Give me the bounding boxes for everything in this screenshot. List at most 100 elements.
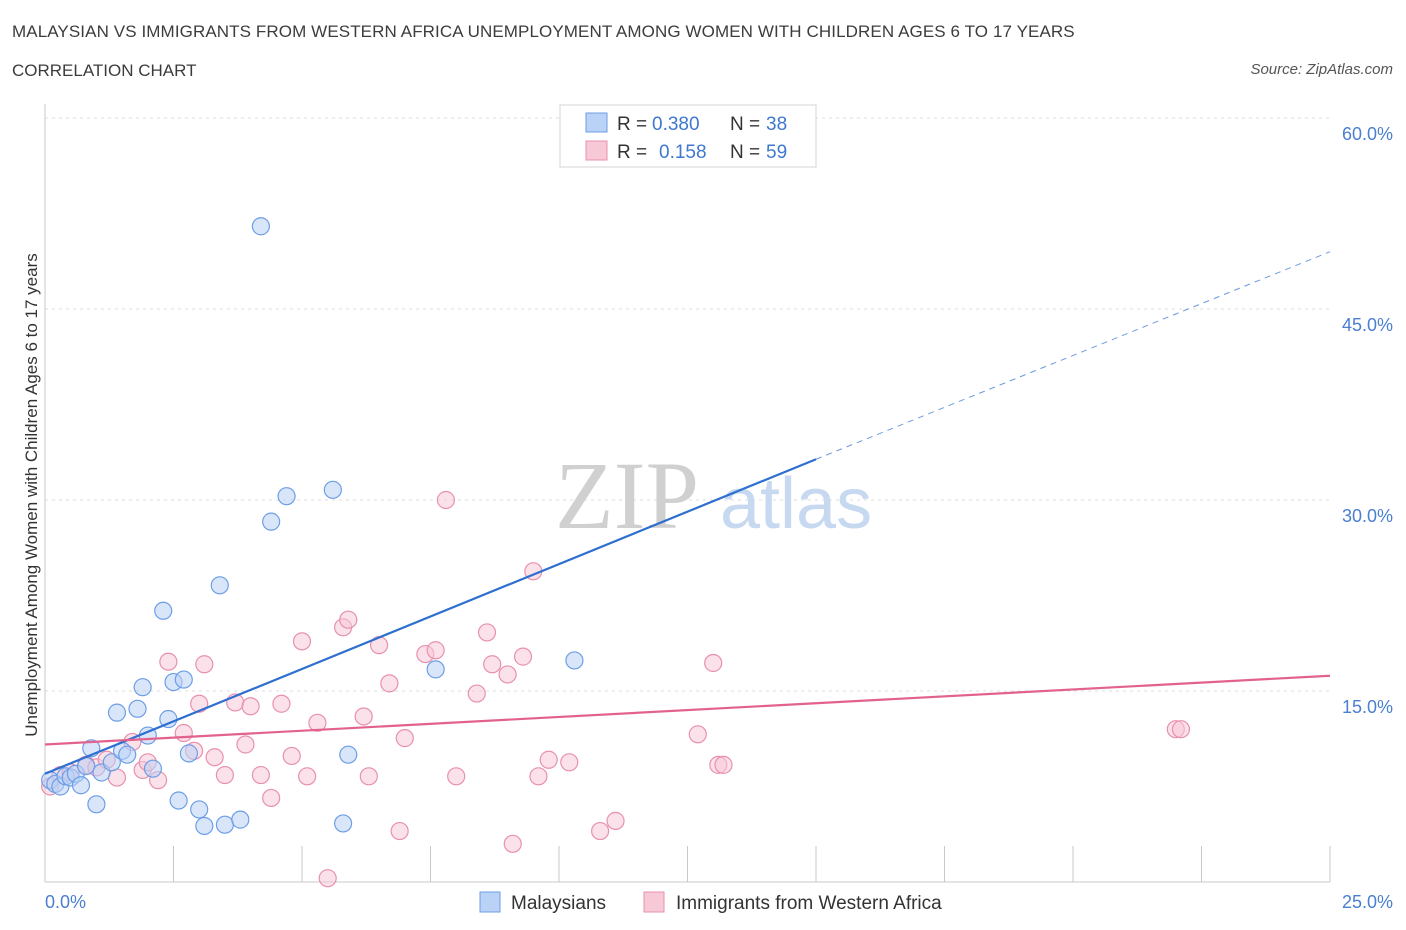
malaysians-point: [128, 699, 147, 718]
immigrants-point: [308, 713, 327, 732]
immigrants-point: [107, 768, 127, 787]
malaysians-point: [154, 601, 173, 620]
immigrants-point: [498, 665, 517, 684]
immigrants-point: [262, 788, 281, 808]
correlation-legend: R = 0.380 N = 38 R = 0.158 N = 59: [559, 104, 817, 168]
axes: [44, 104, 1331, 883]
immigrants-point: [447, 767, 466, 786]
bottom-legend-label-malaysians: Malaysians: [511, 893, 606, 914]
chart-subtitle: CORRELATION CHART: [12, 61, 197, 80]
malaysians-point: [215, 815, 234, 834]
malaysians-point: [71, 776, 91, 795]
immigrants-point: [688, 725, 707, 744]
malaysians-point: [195, 816, 214, 836]
malaysians-point: [565, 651, 584, 670]
grid-lines: [45, 117, 1330, 692]
malaysians-point: [107, 703, 127, 722]
legend-swatch-malaysians: [585, 112, 608, 133]
bottom-legend-swatch-immigrants: [643, 891, 665, 913]
immigrants-point: [483, 655, 502, 674]
immigrants-point: [359, 767, 378, 786]
malaysians-point: [87, 795, 106, 814]
immigrants-point: [272, 694, 291, 713]
immigrants-point: [395, 729, 414, 748]
malaysians-point: [174, 670, 193, 689]
malaysians-point: [262, 512, 281, 531]
malaysians-point: [231, 810, 250, 829]
immigrants-point: [236, 735, 255, 754]
y-tick-labels: 15.0% 30.0% 45.0% 60.0%: [1342, 124, 1393, 717]
immigrants-point: [174, 723, 193, 743]
immigrants-point: [215, 765, 234, 785]
y-tick-label: 30.0%: [1342, 506, 1393, 526]
malaysians-point: [339, 745, 358, 764]
immigrants-point: [529, 767, 548, 786]
immigrants-point: [426, 641, 445, 660]
legend-r-value-2: 0.158: [659, 142, 707, 163]
series-legend: Malaysians Immigrants from Western Afric…: [479, 891, 942, 914]
immigrants-point: [354, 707, 373, 726]
malaysians-point: [133, 678, 152, 697]
malaysians-trend-line: [44, 458, 817, 775]
immigrants-point: [436, 490, 456, 510]
legend-n-value-1: 38: [766, 114, 787, 135]
chart-title: MALAYSIAN VS IMMIGRANTS FROM WESTERN AFR…: [12, 22, 1075, 41]
immigrants-point: [380, 674, 399, 693]
immigrants-point: [241, 697, 260, 716]
malaysians-point: [251, 217, 270, 236]
immigrants-point: [477, 623, 497, 642]
watermark: ZIP atlas: [555, 442, 872, 549]
source-credit: Source: ZipAtlas.com: [1250, 61, 1393, 78]
x-tick-labels: 0.0% 25.0%: [45, 892, 1393, 912]
malaysians-trend-extension: [815, 251, 1331, 460]
y-axis-title: Unemployment Among Women with Children A…: [22, 253, 41, 737]
immigrants-trend-line: [44, 674, 1331, 746]
malaysians-point: [190, 800, 209, 819]
series-immigrants-points: [41, 490, 1191, 888]
x-tick-label-min: 0.0%: [45, 892, 86, 912]
immigrants-point: [467, 684, 486, 703]
immigrants-point: [714, 755, 733, 774]
watermark-zip: ZIP: [555, 442, 699, 549]
legend-r-label-1: R =: [617, 114, 647, 135]
immigrants-point: [318, 869, 337, 888]
x-tick-label-max: 25.0%: [1342, 892, 1393, 912]
immigrants-point: [298, 767, 317, 786]
series-malaysians-points: [41, 217, 584, 836]
immigrants-point: [591, 821, 610, 841]
legend-n-value-2: 59: [766, 142, 787, 163]
immigrants-point: [195, 655, 214, 674]
malaysians-point: [334, 814, 353, 833]
immigrants-point: [292, 632, 312, 651]
immigrants-point: [1171, 720, 1191, 739]
trend-lines: [44, 251, 1331, 775]
legend-n-label-1: N =: [730, 114, 760, 135]
malaysians-point: [102, 753, 121, 772]
legend-r-value-1: 0.380: [652, 114, 700, 135]
bottom-legend-swatch-malaysians: [479, 891, 501, 913]
malaysians-point: [169, 791, 188, 810]
immigrants-point: [539, 750, 558, 769]
y-tick-label: 45.0%: [1342, 315, 1393, 335]
immigrants-point: [251, 765, 270, 785]
immigrants-point: [606, 811, 625, 830]
immigrants-point: [560, 753, 579, 772]
immigrants-point: [390, 821, 409, 841]
malaysians-point: [118, 745, 137, 764]
malaysians-point: [323, 480, 342, 499]
malaysians-point: [277, 487, 296, 506]
malaysians-point: [143, 759, 163, 778]
y-tick-label: 60.0%: [1342, 124, 1393, 144]
legend-r-label-2: R =: [617, 142, 647, 163]
bottom-legend-label-immigrants: Immigrants from Western Africa: [676, 893, 942, 914]
immigrants-point: [159, 652, 178, 671]
legend-swatch-immigrants: [585, 140, 608, 161]
watermark-atlas: atlas: [720, 464, 872, 544]
immigrants-point: [704, 653, 723, 673]
immigrants-point: [339, 610, 358, 629]
y-tick-label: 15.0%: [1342, 697, 1393, 717]
malaysians-point: [426, 660, 445, 679]
immigrants-point: [503, 834, 522, 853]
legend-n-label-2: N =: [730, 142, 760, 163]
